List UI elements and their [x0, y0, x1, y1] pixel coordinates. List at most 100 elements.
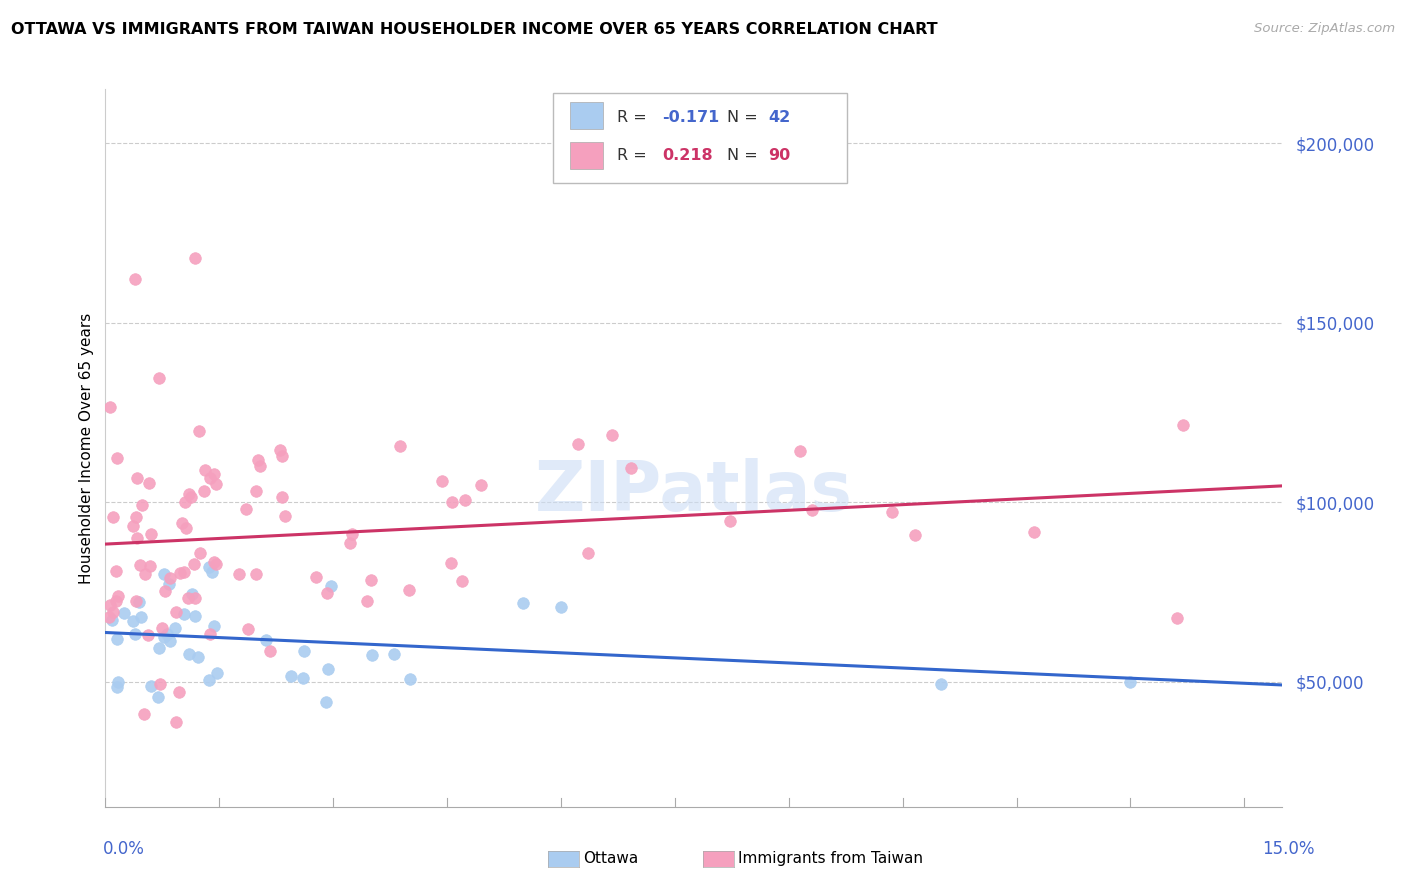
Y-axis label: Householder Income Over 65 years: Householder Income Over 65 years — [79, 312, 94, 584]
Text: 90: 90 — [768, 148, 790, 163]
Point — [188, 546, 211, 560]
Point — [136, 628, 159, 642]
Point — [202, 467, 225, 482]
Point — [131, 498, 153, 512]
Point — [576, 546, 599, 560]
Point — [280, 669, 302, 683]
Point — [105, 632, 128, 646]
Point — [128, 558, 150, 572]
Text: 0.218: 0.218 — [662, 148, 713, 163]
Point — [249, 458, 271, 473]
Point — [254, 633, 277, 648]
Point — [315, 695, 337, 709]
Bar — [571, 102, 603, 129]
Point — [201, 565, 224, 579]
Point — [180, 587, 202, 601]
Point — [128, 595, 150, 609]
Text: 42: 42 — [768, 110, 790, 125]
Point — [129, 610, 152, 624]
Point — [170, 516, 193, 531]
Text: N =: N = — [727, 148, 762, 163]
Point — [619, 460, 641, 475]
Point — [321, 579, 343, 593]
Point — [292, 644, 315, 658]
Point — [316, 662, 339, 676]
Point — [101, 510, 124, 524]
Point — [127, 471, 149, 485]
Point — [398, 583, 420, 598]
Point — [157, 577, 180, 591]
Point — [167, 685, 190, 699]
Point — [305, 570, 328, 584]
FancyBboxPatch shape — [553, 93, 846, 183]
Point — [228, 567, 250, 582]
Bar — [571, 142, 603, 169]
Point — [432, 474, 454, 488]
Point — [101, 614, 124, 628]
Point — [165, 605, 187, 619]
Point — [125, 510, 148, 524]
Point — [125, 594, 148, 608]
Point — [440, 494, 463, 508]
Point — [105, 564, 128, 578]
Point — [880, 505, 903, 519]
Point — [107, 674, 129, 689]
Point — [550, 600, 572, 615]
Point — [139, 527, 162, 541]
Point — [155, 583, 177, 598]
Point — [183, 591, 205, 605]
Text: ZIPatlas: ZIPatlas — [534, 458, 853, 524]
Point — [1119, 675, 1142, 690]
Point — [183, 557, 205, 571]
Point — [470, 478, 492, 492]
Point — [174, 520, 197, 534]
Point — [187, 650, 209, 665]
Text: Source: ZipAtlas.com: Source: ZipAtlas.com — [1254, 22, 1395, 36]
Point — [451, 574, 474, 589]
Point — [360, 574, 382, 588]
Point — [150, 621, 173, 635]
Point — [176, 591, 198, 606]
Point — [236, 623, 259, 637]
Point — [204, 558, 226, 572]
Point — [801, 503, 824, 517]
Point — [122, 519, 145, 533]
Point — [159, 571, 181, 585]
Point — [187, 424, 209, 438]
Text: -0.171: -0.171 — [662, 110, 720, 125]
Point — [107, 589, 129, 603]
Point — [177, 487, 200, 501]
Point — [360, 648, 382, 662]
Point — [153, 567, 176, 582]
Point — [184, 251, 207, 265]
Point — [149, 676, 172, 690]
Point — [1166, 611, 1188, 625]
Point — [138, 476, 160, 491]
Point — [153, 630, 176, 644]
Point — [271, 449, 294, 463]
Point — [291, 671, 314, 685]
Point — [165, 714, 187, 729]
Point — [105, 450, 128, 465]
Point — [159, 634, 181, 648]
Point — [1171, 418, 1194, 433]
Point — [399, 672, 422, 686]
Point — [104, 594, 127, 608]
Point — [512, 596, 534, 610]
Point — [134, 707, 156, 722]
Text: OTTAWA VS IMMIGRANTS FROM TAIWAN HOUSEHOLDER INCOME OVER 65 YEARS CORRELATION CH: OTTAWA VS IMMIGRANTS FROM TAIWAN HOUSEHO… — [11, 22, 938, 37]
Point — [205, 665, 228, 680]
Point — [98, 609, 121, 624]
Point — [202, 618, 225, 632]
Point — [269, 443, 291, 458]
Point — [146, 690, 169, 705]
Point — [245, 484, 267, 499]
Text: Ottawa: Ottawa — [583, 852, 638, 866]
Point — [340, 526, 363, 541]
Point — [200, 471, 222, 485]
Text: N =: N = — [727, 110, 762, 125]
Text: Immigrants from Taiwan: Immigrants from Taiwan — [738, 852, 924, 866]
Point — [98, 599, 121, 613]
Point — [177, 647, 200, 661]
Point — [200, 627, 222, 641]
